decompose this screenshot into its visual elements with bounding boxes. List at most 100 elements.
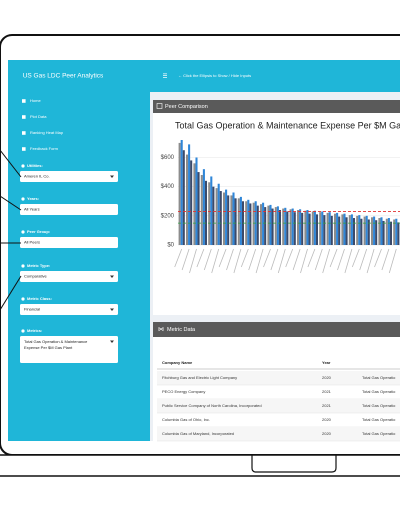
input-label: Metric Type: xyxy=(27,263,50,268)
bar xyxy=(267,205,270,245)
bar xyxy=(282,208,285,245)
input-value: Total Gas Operation & Maintenance xyxy=(24,339,88,344)
bar xyxy=(276,206,279,245)
input-label: Peer Group: xyxy=(27,229,50,234)
x-tick-label-placeholder xyxy=(329,248,338,268)
bar xyxy=(360,218,363,245)
bar xyxy=(323,215,326,245)
input-value: All Years xyxy=(24,207,40,212)
bar xyxy=(296,210,300,245)
x-tick-label-placeholder xyxy=(263,248,271,268)
input-icon xyxy=(21,329,25,333)
bar xyxy=(321,211,324,245)
nav-item[interactable]: Home xyxy=(30,98,41,103)
panel-icon xyxy=(156,103,163,109)
table-cell: Columbia Gas of Ohio, Inc. xyxy=(162,417,210,422)
x-tick-label-placeholder xyxy=(285,248,294,268)
input-box[interactable] xyxy=(20,204,118,215)
bar xyxy=(227,195,230,245)
callouts xyxy=(0,149,22,311)
x-tick-label-placeholder xyxy=(174,248,183,268)
bar xyxy=(264,207,267,245)
nav-icon[interactable] xyxy=(22,115,26,119)
input-box[interactable] xyxy=(20,237,118,248)
x-tick-label-placeholder xyxy=(374,248,382,268)
menu-icon[interactable] xyxy=(163,73,167,78)
nav-item[interactable]: Plot Data xyxy=(30,114,47,119)
table-panel-header xyxy=(153,322,400,337)
dropdown-arrow[interactable] xyxy=(110,275,114,279)
x-tick-label-placeholder xyxy=(300,248,308,274)
dropdown-arrow[interactable] xyxy=(110,175,114,179)
input-label: Metric Class: xyxy=(27,296,52,301)
bar xyxy=(319,212,322,245)
bar xyxy=(182,150,185,245)
bar xyxy=(193,163,196,245)
bar xyxy=(217,183,220,245)
nav-icon[interactable] xyxy=(22,131,26,135)
bar xyxy=(190,160,193,245)
bar xyxy=(274,207,277,245)
table-cell: PECO Energy Company xyxy=(162,389,205,394)
x-tick-label-placeholder xyxy=(381,248,390,271)
input-icon xyxy=(21,164,25,168)
bar xyxy=(252,202,255,245)
bar xyxy=(375,220,378,245)
bar xyxy=(241,201,245,245)
input-label: Years: xyxy=(27,196,39,201)
bar xyxy=(197,172,200,245)
nav-icon[interactable] xyxy=(22,99,26,103)
table-cell: Total Gas Operatio xyxy=(362,375,396,380)
toggle-hint[interactable]: ← Click the Ellipsis to Show / Hide Inpu… xyxy=(178,73,251,78)
input-box[interactable] xyxy=(20,171,118,182)
nav-icon[interactable] xyxy=(22,147,26,151)
table-cell: Total Gas Operatio xyxy=(362,389,396,394)
y-tick-label: $400 xyxy=(161,184,175,190)
laptop-notch xyxy=(251,455,337,473)
x-tick-label-placeholder xyxy=(314,248,323,271)
nav-item[interactable]: Feedback Form xyxy=(30,146,59,151)
bar xyxy=(289,209,292,245)
table-cell: 2021 xyxy=(322,403,332,408)
bar xyxy=(326,212,329,245)
table-cell: 2020 xyxy=(322,417,332,422)
x-tick-label-placeholder xyxy=(277,248,286,274)
bar xyxy=(178,142,181,245)
panel-title: Metric Data xyxy=(167,327,196,333)
bar xyxy=(180,140,183,245)
table-cell: Public Service Company of North Carolina… xyxy=(162,403,262,408)
bar xyxy=(299,209,302,245)
table-cell: Total Gas Operatio xyxy=(362,417,396,422)
input-label: Metrics: xyxy=(27,328,42,333)
dropdown-arrow[interactable] xyxy=(110,308,114,312)
x-tick-label-placeholder xyxy=(203,248,212,271)
x-tick-label-placeholder xyxy=(322,248,331,274)
table-cell: Total Gas Operatio xyxy=(362,403,396,408)
x-tick-label-placeholder xyxy=(181,248,190,271)
input-box[interactable] xyxy=(20,304,118,315)
input-value: Ameren IL Co. xyxy=(24,174,50,179)
x-tick-label-placeholder xyxy=(248,248,257,271)
bar xyxy=(385,218,388,245)
chart-panel-header xyxy=(153,100,400,113)
x-tick-label-placeholder xyxy=(218,248,227,268)
nav-item[interactable]: Ranking Heat Map xyxy=(30,130,64,135)
bar xyxy=(237,198,240,245)
bar xyxy=(352,218,356,245)
input-icon xyxy=(21,264,25,268)
dropdown-arrow[interactable] xyxy=(110,340,114,344)
bar xyxy=(336,212,339,245)
input-box[interactable] xyxy=(20,336,118,363)
bar xyxy=(378,218,381,245)
bar xyxy=(291,208,294,245)
column-header: Year xyxy=(322,360,331,365)
bar xyxy=(225,189,228,245)
bar xyxy=(269,204,272,245)
x-tick-label-placeholder xyxy=(359,248,368,271)
bar xyxy=(208,182,211,245)
x-tick-label-placeholder xyxy=(366,248,375,274)
input-box[interactable] xyxy=(20,271,118,282)
input-icon xyxy=(21,230,25,234)
bar xyxy=(245,201,248,245)
bar xyxy=(293,212,296,245)
